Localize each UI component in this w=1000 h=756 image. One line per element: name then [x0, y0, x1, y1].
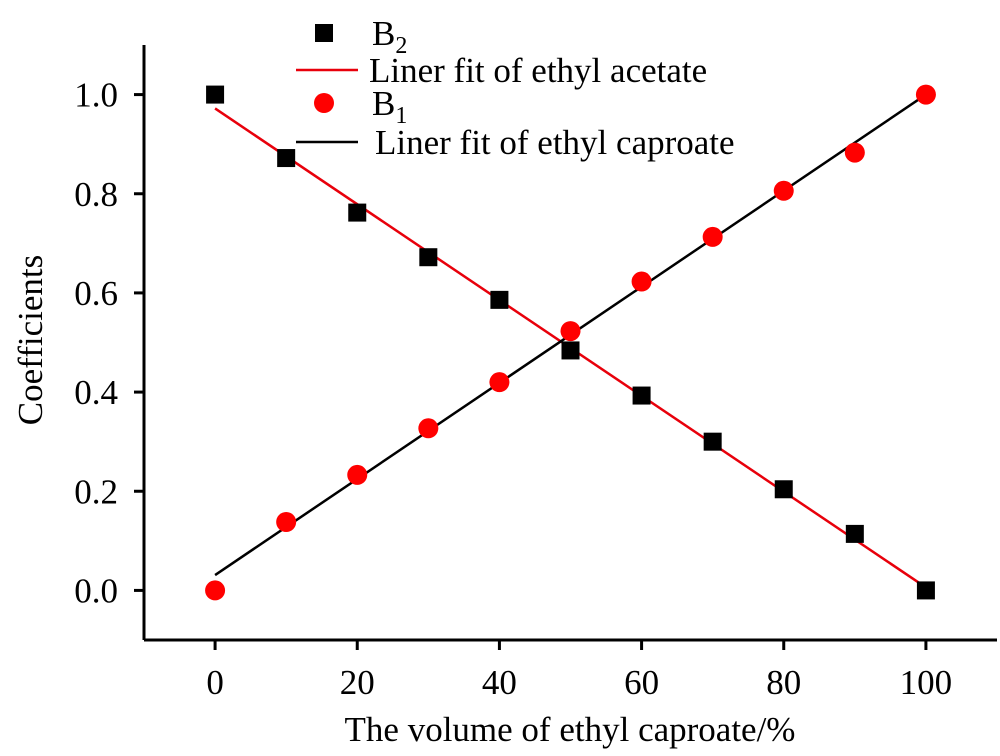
y-tick-label: 0.0 [74, 571, 118, 610]
plot-markers [205, 84, 936, 601]
square-point [774, 480, 793, 499]
square-point [703, 432, 722, 451]
y-axis-label: Coefficients [11, 255, 50, 425]
circle-point [631, 271, 652, 292]
y-ticks: 0.0 0.2 0.4 0.6 0.8 1.0 [74, 76, 144, 610]
legend-label: B1 [372, 84, 407, 129]
x-tick-label: 60 [624, 663, 659, 702]
square-point [490, 290, 509, 309]
square-point [632, 386, 651, 405]
circle-point [276, 511, 297, 532]
legend-label: Liner fit of ethyl caproate [375, 123, 735, 162]
square-point [845, 524, 864, 543]
x-ticks: 0 20 40 60 80 100 [206, 640, 952, 702]
square-point [916, 581, 935, 600]
square-point [419, 248, 438, 267]
y-tick-label: 0.8 [74, 175, 118, 214]
x-tick-label: 40 [482, 663, 517, 702]
circle-point [489, 372, 510, 393]
square-point [206, 85, 225, 104]
circle-point [347, 464, 368, 485]
y-tick-label: 0.6 [74, 274, 118, 313]
x-tick-label: 20 [340, 663, 375, 702]
legend-label: B2 [372, 14, 407, 59]
circle-point [418, 418, 439, 439]
y-tick-label: 0.2 [74, 472, 118, 511]
legend-label: Liner fit of ethyl acetate [369, 51, 707, 90]
square-point [561, 341, 580, 360]
square-point [277, 149, 296, 168]
legend-square-marker [315, 24, 333, 42]
circle-point [773, 180, 794, 201]
y-tick-label: 0.4 [74, 373, 118, 412]
circle-point [915, 84, 936, 105]
circle-point [205, 580, 226, 601]
square-point [348, 203, 367, 222]
x-axis-label: The volume of ethyl caproate/% [345, 710, 796, 749]
x-tick-label: 100 [900, 663, 953, 702]
circle-point [560, 321, 581, 342]
legend-circle-marker [314, 93, 334, 113]
x-tick-label: 0 [206, 663, 224, 702]
y-tick-label: 1.0 [74, 76, 118, 115]
x-tick-label: 80 [766, 663, 801, 702]
circle-point [844, 142, 865, 163]
circle-point [702, 226, 723, 247]
